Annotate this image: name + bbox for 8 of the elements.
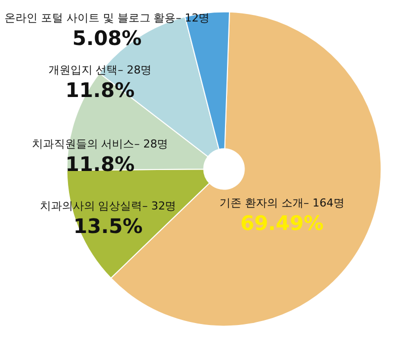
data-label: 69.49% (240, 211, 324, 235)
slice-label: 치과직원들의 서비스– 28명 (32, 138, 168, 150)
slice-label: 기존 환자의 소개– 164명 (220, 196, 344, 210)
data-label: 11.8% (65, 78, 135, 102)
data-label: 5.08% (72, 26, 142, 50)
data-label: 11.8% (65, 152, 135, 176)
slice-label: 온라인 포털 사이트 및 블로그 활용– 12명 (4, 12, 210, 24)
slice-label: 개원입지 선택– 28명 (48, 64, 152, 76)
